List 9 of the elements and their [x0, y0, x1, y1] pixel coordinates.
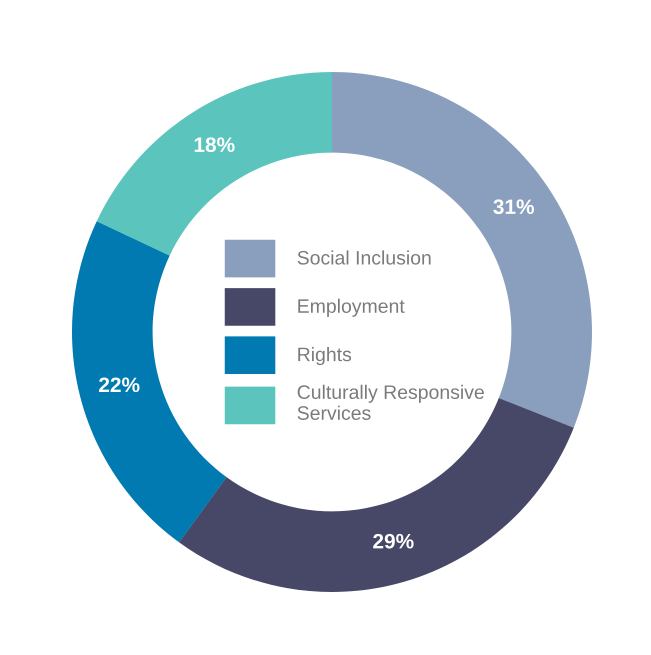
donut-slice: [72, 221, 227, 542]
legend-label: Culturally Responsive Services: [298, 384, 484, 420]
data-label: 22%: [99, 377, 140, 392]
legend-label: Employment: [298, 298, 405, 317]
data-label: 31%: [493, 199, 534, 214]
data-label: 29%: [373, 534, 414, 549]
data-label: 18%: [194, 137, 235, 152]
legend-label: Rights: [298, 347, 352, 366]
legend-label: Social Inclusion: [298, 250, 431, 265]
